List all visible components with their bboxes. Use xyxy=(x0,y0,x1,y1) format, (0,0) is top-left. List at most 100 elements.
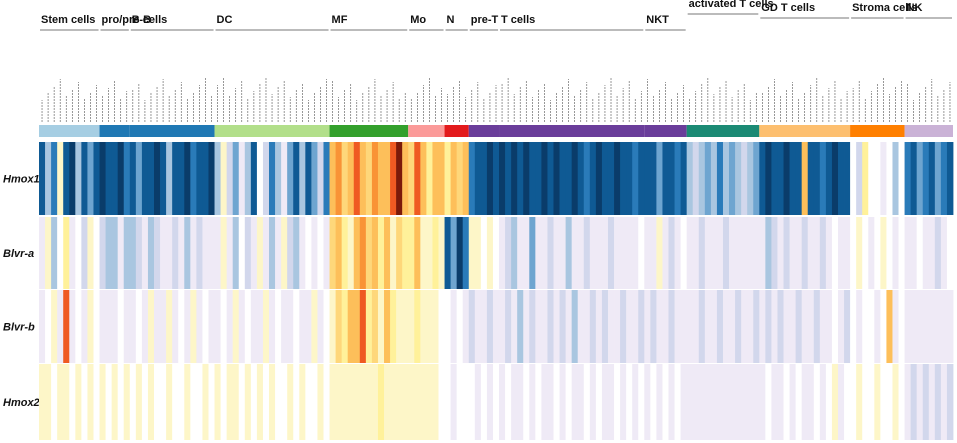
heatmap-cell xyxy=(438,364,445,440)
heatmap-cell xyxy=(45,290,52,363)
heatmap-cell xyxy=(898,364,905,440)
heatmap-cell xyxy=(674,364,682,440)
heatmap-cell xyxy=(577,364,585,440)
heatmap-cell xyxy=(262,290,270,363)
heatmap-cell xyxy=(741,364,748,440)
heatmap-cell xyxy=(377,364,385,440)
heatmap-cell xyxy=(335,217,343,289)
heatmap-cell xyxy=(565,290,573,363)
heatmap-cell xyxy=(523,217,530,289)
group-label-nk: NK xyxy=(907,2,923,14)
heatmap-cell xyxy=(747,364,754,440)
heatmap-cell xyxy=(305,142,312,215)
group-bar-mf xyxy=(329,125,409,137)
heatmap-cell xyxy=(626,364,633,440)
heatmap-cell xyxy=(232,290,240,363)
heatmap-cell xyxy=(499,217,506,289)
heatmap-cell xyxy=(789,217,797,289)
heatmap-cell xyxy=(51,290,58,363)
heatmap-cell xyxy=(154,142,161,215)
heatmap-cell xyxy=(626,142,633,215)
heatmap-cell xyxy=(825,217,833,289)
heatmap-cell xyxy=(662,217,669,289)
heatmap-cell xyxy=(529,142,536,215)
heatmap-cell xyxy=(99,364,106,440)
heatmap-cell xyxy=(256,290,264,363)
heatmap-cell xyxy=(710,142,718,215)
heatmap-cell xyxy=(396,142,403,215)
heatmap-cell xyxy=(777,142,784,215)
heatmap-cell xyxy=(716,217,724,289)
heatmap-cell xyxy=(81,364,88,440)
heatmap-cell xyxy=(934,290,942,363)
heatmap-cell xyxy=(777,290,784,363)
heatmap-cell xyxy=(735,364,742,440)
heatmap-cell xyxy=(256,364,264,440)
heatmap-cell xyxy=(874,142,881,215)
heatmap-cell xyxy=(577,142,585,215)
heatmap-cell xyxy=(99,217,106,289)
heatmap-cell xyxy=(771,290,778,363)
heatmap-cell xyxy=(256,142,264,215)
heatmap-cell xyxy=(916,364,924,440)
heatmap-cell xyxy=(287,142,294,215)
heatmap-cell xyxy=(262,217,270,289)
heatmap-cell xyxy=(208,364,215,440)
heatmap-cell xyxy=(462,290,470,363)
heatmap-cell xyxy=(704,290,712,363)
heatmap-cell xyxy=(123,217,131,289)
heatmap-cell xyxy=(874,217,881,289)
heatmap-cell xyxy=(535,217,542,289)
heatmap-cell xyxy=(87,142,94,215)
heatmap-cell xyxy=(795,142,803,215)
heatmap-cell xyxy=(674,142,682,215)
heatmap-cell xyxy=(93,142,100,215)
group-label-mf: MF xyxy=(332,14,348,26)
heatmap-cell xyxy=(541,142,548,215)
heatmap-cell xyxy=(444,364,452,440)
heatmap-cell xyxy=(166,217,173,289)
heatmap-cell xyxy=(523,364,530,440)
heatmap-cell xyxy=(371,217,379,289)
heatmap-cell xyxy=(656,290,663,363)
heatmap-cell xyxy=(868,290,875,363)
heatmap-cell xyxy=(444,217,452,289)
group-label-stem-cells: Stem cells xyxy=(41,14,95,26)
heatmap-cell xyxy=(269,364,276,440)
heatmap-cell xyxy=(741,217,748,289)
heatmap-cell xyxy=(262,364,270,440)
heatmap-cell xyxy=(559,364,567,440)
heatmap-cell xyxy=(499,364,506,440)
heatmap-cell xyxy=(837,290,845,363)
heatmap-cell xyxy=(474,290,482,363)
heatmap-cell xyxy=(492,290,500,363)
heatmap-cell xyxy=(577,217,585,289)
heatmap-cell xyxy=(105,142,113,215)
heatmap-cell xyxy=(910,217,918,289)
heatmap-cell xyxy=(408,142,415,215)
heatmap-cell xyxy=(244,364,252,440)
heatmap-cell xyxy=(614,290,621,363)
heatmap-cell xyxy=(287,290,294,363)
heatmap-cell xyxy=(269,217,276,289)
heatmap-cell xyxy=(359,364,367,440)
heatmap-cell xyxy=(275,290,282,363)
heatmap-cell xyxy=(208,290,215,363)
heatmap-cell xyxy=(456,142,464,215)
heatmap-cell xyxy=(45,364,52,440)
heatmap-cell xyxy=(141,142,149,215)
heatmap-cell xyxy=(946,142,954,215)
heatmap-cell xyxy=(511,290,518,363)
group-bar-mo xyxy=(408,125,445,137)
heatmap-cell xyxy=(75,364,82,440)
heatmap-cell xyxy=(511,217,518,289)
heatmap-cell xyxy=(831,364,839,440)
heatmap-cell xyxy=(311,364,318,440)
heatmap-cell xyxy=(214,142,221,215)
heatmap-cell xyxy=(51,142,58,215)
heatmap-cell xyxy=(57,217,64,289)
heatmap-cell xyxy=(347,217,355,289)
heatmap-cell xyxy=(172,290,179,363)
heatmap-cell xyxy=(595,217,603,289)
heatmap-cell xyxy=(801,217,809,289)
